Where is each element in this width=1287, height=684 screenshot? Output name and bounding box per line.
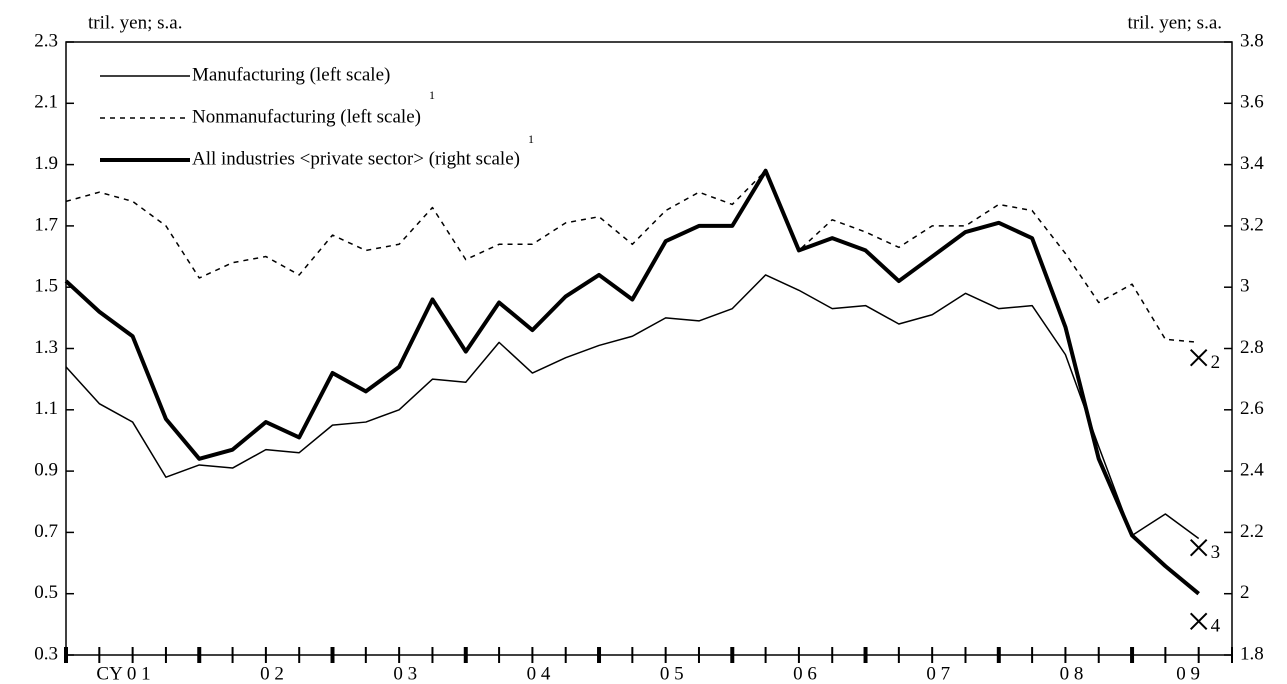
legend-label: Nonmanufacturing (left scale) bbox=[192, 106, 421, 127]
y2-tick-label: 2 bbox=[1240, 582, 1250, 603]
y-tick-label: 2.1 bbox=[34, 92, 58, 113]
y2-tick-label: 3.6 bbox=[1240, 92, 1264, 113]
x-tick-label: 0 3 bbox=[393, 663, 417, 684]
series-line bbox=[64, 168, 1200, 596]
y2-tick-label: 3 bbox=[1240, 276, 1250, 297]
x-tick-label: 0 9 bbox=[1176, 663, 1200, 684]
x-tick-label: 0 8 bbox=[1060, 663, 1084, 684]
y2-tick-label: 2.4 bbox=[1240, 459, 1264, 480]
x-tick-label: 0 2 bbox=[260, 663, 284, 684]
y-tick-label: 1.9 bbox=[34, 153, 58, 174]
marker-label: 3 bbox=[1211, 542, 1221, 563]
x-tick-label: 0 5 bbox=[660, 663, 684, 684]
cross bbox=[1189, 348, 1208, 367]
y-axis-label: tril. yen; s.a. bbox=[88, 12, 182, 33]
x-tick-label: 0 6 bbox=[793, 663, 817, 684]
y-tick-label: 1.3 bbox=[34, 337, 58, 358]
x-tick-label: 0 4 bbox=[527, 663, 551, 684]
x-tick-label: CY 0 1 bbox=[96, 663, 150, 684]
y-tick-label: 0.7 bbox=[34, 521, 58, 542]
plot-frame bbox=[65, 41, 1233, 656]
y-tick-label: 1.1 bbox=[34, 398, 58, 419]
forecast-marker: 2 bbox=[1189, 348, 1221, 373]
y-tick-label: 0.9 bbox=[34, 459, 58, 480]
cross bbox=[1189, 612, 1208, 630]
y-tick-label: 2.3 bbox=[34, 30, 58, 51]
y-tick-label: 1.7 bbox=[34, 214, 58, 235]
y2-tick-label: 3.4 bbox=[1240, 153, 1264, 174]
forecast-marker: 3 bbox=[1189, 539, 1221, 563]
y2-tick-label: 2.2 bbox=[1240, 521, 1264, 542]
y2-tick-label: 3.8 bbox=[1240, 30, 1264, 51]
y2-tick-label: 3.2 bbox=[1240, 214, 1264, 235]
legend-footnote: 1 bbox=[429, 88, 435, 102]
series-line bbox=[65, 169, 1199, 344]
marker-label: 2 bbox=[1211, 352, 1221, 373]
series-line bbox=[65, 274, 1200, 540]
y-tick-label: 1.5 bbox=[34, 276, 58, 297]
marker-label: 4 bbox=[1211, 616, 1221, 637]
cross bbox=[1189, 539, 1208, 557]
y-tick-label: 0.3 bbox=[34, 643, 58, 664]
y2-tick-label: 1.8 bbox=[1240, 643, 1264, 664]
legend-footnote: 1 bbox=[528, 132, 534, 146]
y2-tick-label: 2.8 bbox=[1240, 337, 1264, 358]
legend-label: Manufacturing (left scale) bbox=[192, 64, 390, 85]
y-tick-label: 0.5 bbox=[34, 582, 58, 603]
y2-tick-label: 2.6 bbox=[1240, 398, 1264, 419]
legend-label: All industries <private sector> (right s… bbox=[192, 148, 520, 169]
x-tick-label: 0 7 bbox=[926, 663, 950, 684]
forecast-marker: 4 bbox=[1189, 612, 1221, 637]
y2-axis-label: tril. yen; s.a. bbox=[1128, 12, 1222, 33]
